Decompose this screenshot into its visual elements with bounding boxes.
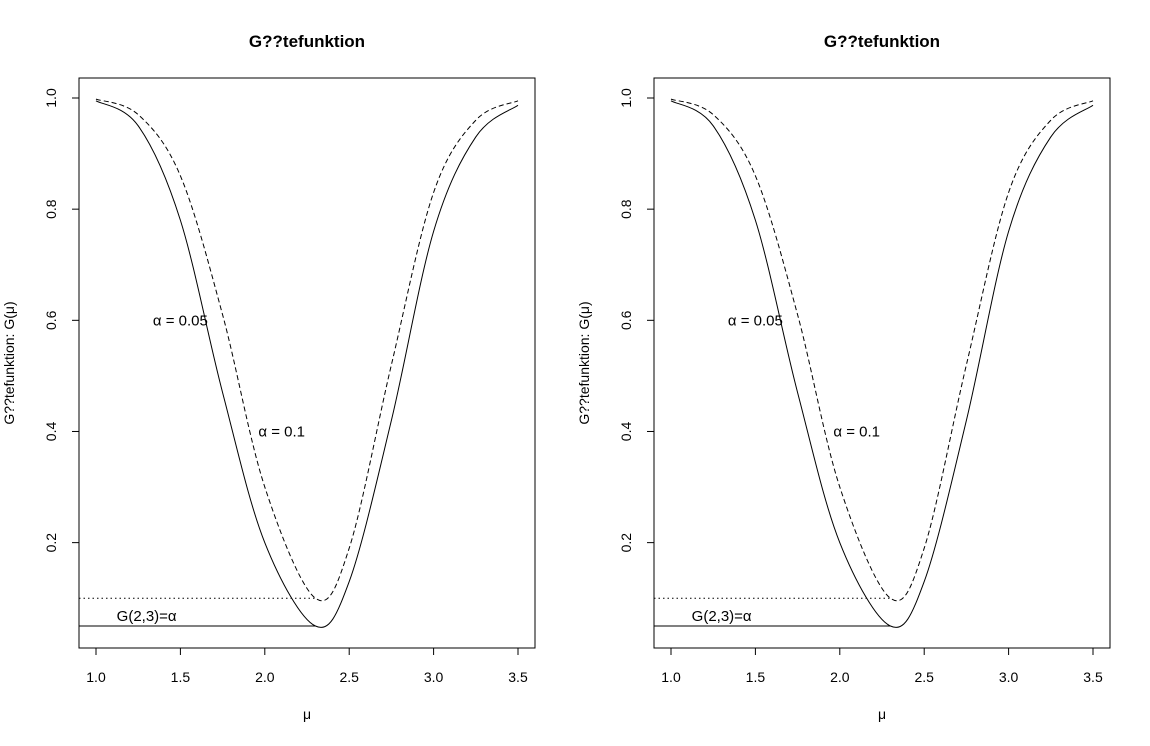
- x-axis-ticks: 1.0 1.5 2.0 2.5 3.0 3.5: [661, 647, 1103, 685]
- annotation-label: G(2,3)=α: [117, 608, 177, 625]
- chart-panel-left: G??tefunktion μ G??tefunktion: G(μ) 1.0 1…: [1, 32, 536, 722]
- annotation-label: α = 0.05: [728, 312, 783, 329]
- y-tick-label: 0.4: [43, 422, 59, 442]
- plot-frame: [653, 77, 1111, 649]
- x-axis-ticks: 1.0 1.5 2.0 2.5 3.0 3.5: [86, 647, 528, 685]
- y-axis-label: G??tefunktion: G(μ): [1, 301, 17, 424]
- series-lines: [95, 98, 519, 628]
- y-tick-label: 1.0: [618, 88, 634, 108]
- annotation-label: α = 0.1: [833, 423, 880, 440]
- series-lines: [670, 98, 1094, 628]
- x-tick-label: 1.5: [171, 669, 191, 685]
- reference-lines: [79, 597, 316, 627]
- annotation-label: α = 0.05: [153, 312, 208, 329]
- power-curve-solid: [670, 100, 1094, 628]
- y-tick-label: 0.2: [618, 533, 634, 553]
- plot-frame: [78, 77, 536, 649]
- chart-title: G??tefunktion: [824, 32, 940, 51]
- x-axis-label: μ: [878, 706, 886, 722]
- power-curve-dashed: [95, 98, 519, 601]
- y-tick-label: 0.6: [43, 310, 59, 330]
- annotation-label: α = 0.1: [258, 423, 305, 440]
- x-axis-label: μ: [303, 706, 311, 722]
- x-tick-label: 1.5: [746, 669, 766, 685]
- power-curve-solid: [95, 100, 519, 628]
- x-tick-label: 3.0: [999, 669, 1019, 685]
- chart-title: G??tefunktion: [249, 32, 365, 51]
- reference-lines: [654, 597, 891, 627]
- x-tick-label: 2.0: [830, 669, 850, 685]
- x-tick-label: 2.5: [339, 669, 359, 685]
- chart-panel-right: G??tefunktion μ G??tefunktion: G(μ) 1.0 1…: [576, 32, 1111, 722]
- annotations: α = 0.05 α = 0.1 G(2,3)=α: [117, 312, 305, 625]
- y-tick-label: 0.4: [618, 422, 634, 442]
- x-tick-label: 1.0: [86, 669, 106, 685]
- annotations: α = 0.05 α = 0.1 G(2,3)=α: [692, 312, 880, 625]
- x-tick-label: 1.0: [661, 669, 681, 685]
- x-tick-label: 2.0: [255, 669, 275, 685]
- power-curve-dashed: [670, 98, 1094, 601]
- y-axis-ticks: 0.2 0.4 0.6 0.8 1.0: [618, 88, 655, 553]
- y-tick-label: 0.8: [43, 199, 59, 219]
- annotation-label: G(2,3)=α: [692, 608, 752, 625]
- x-tick-label: 3.5: [1083, 669, 1103, 685]
- y-tick-label: 1.0: [43, 88, 59, 108]
- x-tick-label: 3.0: [424, 669, 444, 685]
- x-tick-label: 3.5: [508, 669, 528, 685]
- y-axis-label: G??tefunktion: G(μ): [576, 301, 592, 424]
- y-tick-label: 0.6: [618, 310, 634, 330]
- y-tick-label: 0.8: [618, 199, 634, 219]
- x-tick-label: 2.5: [914, 669, 934, 685]
- y-axis-ticks: 0.2 0.4 0.6 0.8 1.0: [43, 88, 80, 553]
- y-tick-label: 0.2: [43, 533, 59, 553]
